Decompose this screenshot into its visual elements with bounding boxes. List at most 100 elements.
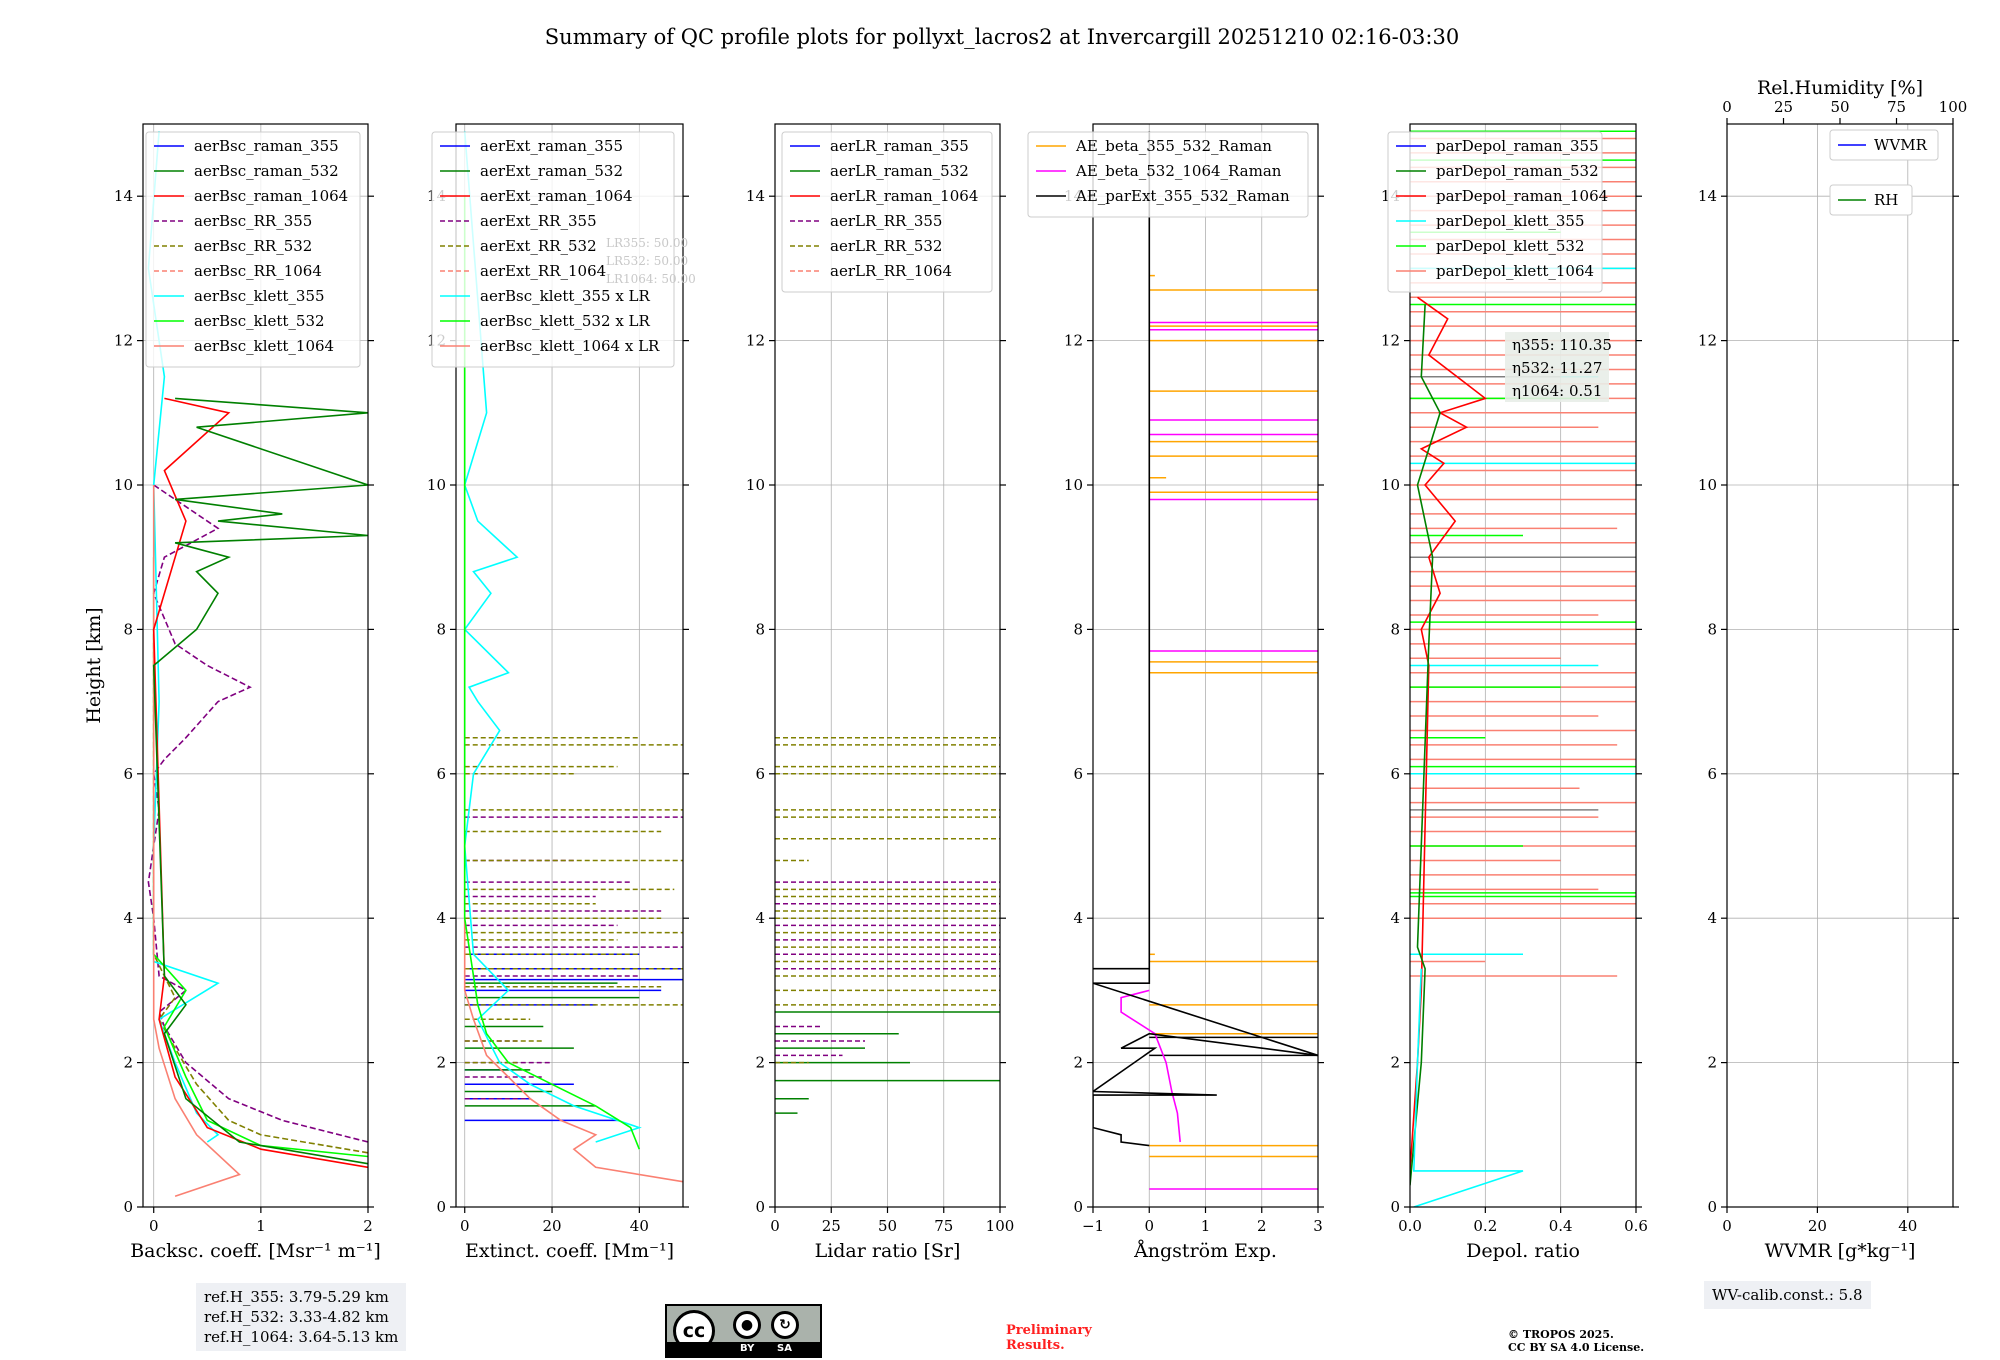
y-tick-label: 0 xyxy=(1073,1198,1083,1216)
x-tick-label: −1 xyxy=(1082,1217,1104,1235)
y-tick-label: 10 xyxy=(746,476,765,494)
legend-label: aerExt_raman_1064 xyxy=(480,187,633,205)
axes-frame xyxy=(1409,123,1637,1208)
x-tick-label: 0 xyxy=(1144,1217,1154,1235)
legend-label: aerBsc_RR_1064 xyxy=(194,262,322,280)
series-AE_beta_532_1064_Raman xyxy=(1120,989,1181,1143)
lidar-ratio-annotation: LR1064: 50.00 xyxy=(606,272,696,286)
x-axis-label: Lidar ratio [Sr] xyxy=(815,1240,961,1262)
cc-sa-label: SA xyxy=(777,1343,792,1354)
y-tick-label: 12 xyxy=(746,332,765,350)
preliminary-notice: Preliminary Results. xyxy=(1006,1323,1092,1353)
legend-label: aerBsc_klett_355 x LR xyxy=(480,287,651,305)
legend-label: aerBsc_RR_355 xyxy=(194,212,312,230)
y-tick-label: 4 xyxy=(1707,909,1717,927)
y-tick-label: 6 xyxy=(123,765,133,783)
eta-annotation: η532: 11.27 xyxy=(1512,359,1602,377)
plot-area-ae xyxy=(1093,131,1318,1190)
y-tick-label: 0 xyxy=(1390,1198,1400,1216)
panel-ae: −1012302468101214Ångström Exp.AE_beta_35… xyxy=(1027,123,1324,1262)
panel-ext: 0204002468101214Extinct. coeff. [Mm⁻¹]ae… xyxy=(427,123,696,1262)
eta-annotation: η355: 110.35 xyxy=(1512,336,1612,354)
legend-box xyxy=(1387,131,1603,293)
ref-height-355: ref.H_355: 3.79-5.29 km xyxy=(204,1288,389,1306)
x-axis-label: Backsc. coeff. [Msr⁻¹ m⁻¹] xyxy=(130,1240,381,1262)
y-tick-label: 2 xyxy=(1073,1054,1083,1072)
legend-label: RH xyxy=(1874,191,1898,209)
series-aerBsc_klett_1064 x LR xyxy=(463,340,683,1183)
legend-bsc: aerBsc_raman_355 aerBsc_raman_532 aerBsc_r… xyxy=(145,131,361,368)
series-aerBsc_klett_532 x LR xyxy=(463,196,641,1150)
legend-label: parDepol_klett_1064 xyxy=(1436,262,1594,280)
copyright-line-1: © TROPOS 2025. xyxy=(1508,1328,1614,1341)
legend-label: aerBsc_klett_532 x LR xyxy=(480,312,651,330)
legend-label: aerExt_RR_355 xyxy=(480,212,597,230)
wv-calibration-box: WV-calib.const.: 5.8 xyxy=(1704,1281,1871,1309)
x-tick-label: 1 xyxy=(1201,1217,1211,1235)
y-tick-label: 0 xyxy=(436,1198,446,1216)
panel-depol: 0.00.20.40.602468101214Depol. ratioparDe… xyxy=(1381,123,1648,1262)
y-tick-label: 6 xyxy=(436,765,446,783)
plot-area-depol xyxy=(1410,130,1636,1207)
y-tick-label: 8 xyxy=(123,620,133,638)
lidar-ratio-annotation: LR355: 50.00 xyxy=(606,236,688,250)
y-tick-label: 0 xyxy=(1707,1198,1717,1216)
copyright-notice: © TROPOS 2025. CC BY SA 4.0 License. xyxy=(1508,1328,1644,1354)
axes-frame xyxy=(1726,123,1954,1208)
y-tick-label: 4 xyxy=(1073,909,1083,927)
top-x-tick-label: 0 xyxy=(1722,98,1732,116)
x-tick-label: 40 xyxy=(630,1217,649,1235)
axes-frame xyxy=(455,123,684,1208)
figure-title: Summary of QC profile plots for pollyxt_… xyxy=(545,25,1459,49)
y-tick-label: 4 xyxy=(436,909,446,927)
legend-label: aerLR_raman_532 xyxy=(830,162,969,180)
y-tick-label: 10 xyxy=(1698,476,1717,494)
x-tick-label: 20 xyxy=(1808,1217,1827,1235)
legend-label: aerExt_raman_355 xyxy=(480,137,623,155)
series-AE_parExt_355_532_Raman xyxy=(1093,131,1318,1147)
y-tick-label: 6 xyxy=(1073,765,1083,783)
legend-label: aerBsc_klett_355 xyxy=(194,287,325,305)
y-tick-label: 6 xyxy=(755,765,765,783)
y-tick-label: 12 xyxy=(1381,332,1400,350)
y-tick-label: 2 xyxy=(1390,1054,1400,1072)
y-tick-label: 4 xyxy=(123,909,133,927)
series-aerBsc_klett_532 xyxy=(152,557,368,1158)
x-tick-label: 2 xyxy=(1257,1217,1267,1235)
x-tick-label: 75 xyxy=(934,1217,953,1235)
legend-label: parDepol_raman_532 xyxy=(1436,162,1599,180)
plot-area-lr xyxy=(775,736,1000,1114)
x-tick-label: 0.4 xyxy=(1549,1217,1573,1235)
y-tick-label: 10 xyxy=(114,476,133,494)
legend-label: aerBsc_klett_532 xyxy=(194,312,325,330)
cc-license-badge: cc ● ↻ BY SA xyxy=(665,1304,822,1358)
y-tick-label: 4 xyxy=(755,909,765,927)
share-alike-icon: ↻ xyxy=(771,1311,799,1339)
copyright-line-2: CC BY SA 4.0 License. xyxy=(1508,1341,1645,1354)
y-tick-label: 10 xyxy=(427,476,446,494)
y-tick-label: 4 xyxy=(1390,909,1400,927)
legend-label: parDepol_raman_355 xyxy=(1436,137,1599,155)
legend-label: aerBsc_raman_532 xyxy=(194,162,339,180)
y-tick-label: 14 xyxy=(746,187,765,205)
y-tick-label: 8 xyxy=(1073,620,1083,638)
x-tick-label: 0 xyxy=(460,1217,470,1235)
legend-label: aerLR_RR_1064 xyxy=(830,262,952,280)
legend-label: aerLR_RR_355 xyxy=(830,212,942,230)
legend-label: aerLR_RR_532 xyxy=(830,237,942,255)
panel-wv: 0 20 40 0 2 4 6 8 10 12 14 WVMR [g*kg⁻¹] 0 25 50 75 100 R… xyxy=(1698,77,1967,1262)
y-tick-label: 2 xyxy=(755,1054,765,1072)
y-tick-label: 2 xyxy=(1707,1054,1717,1072)
series-aerBsc_raman_532 xyxy=(152,397,368,1165)
top-x-tick-label: 25 xyxy=(1774,98,1793,116)
y-tick-label: 12 xyxy=(114,332,133,350)
y-tick-label: 8 xyxy=(1390,620,1400,638)
ref-height-532: ref.H_532: 3.33-4.82 km xyxy=(204,1308,389,1326)
x-tick-label: 25 xyxy=(822,1217,841,1235)
legend-label: AE_beta_355_532_Raman xyxy=(1075,137,1272,155)
x-tick-label: 2 xyxy=(363,1217,373,1235)
y-tick-label: 2 xyxy=(123,1054,133,1072)
legend-label: aerLR_raman_355 xyxy=(830,137,969,155)
x-tick-label: 0.0 xyxy=(1398,1217,1422,1235)
